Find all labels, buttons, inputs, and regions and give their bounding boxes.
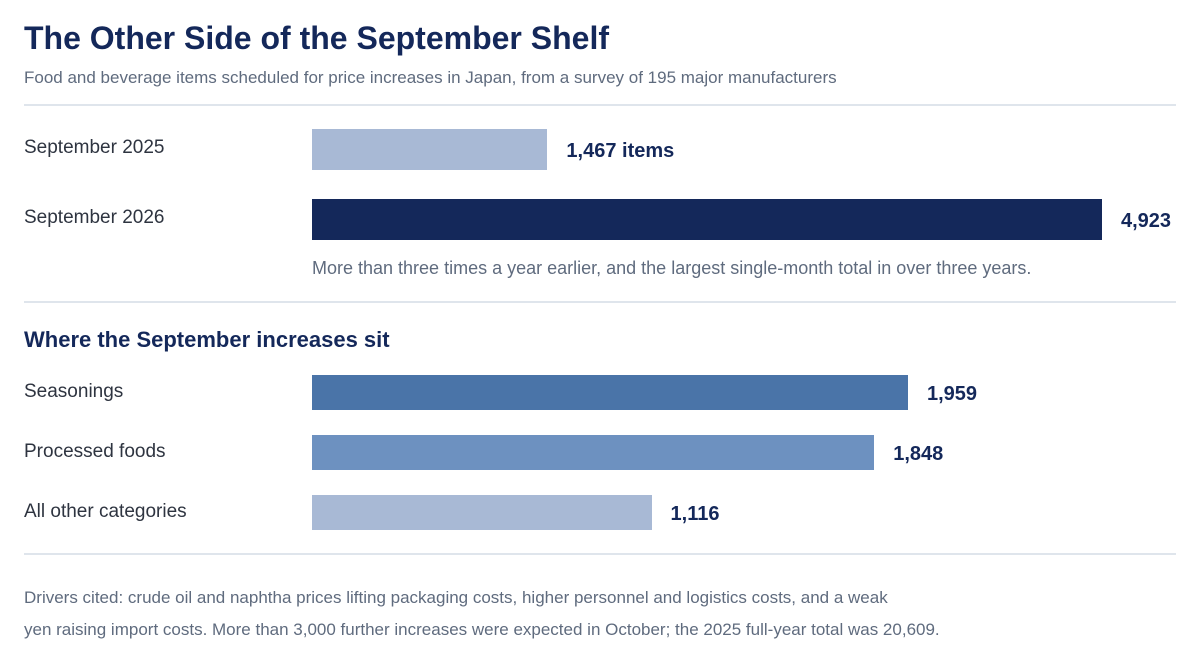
value-label: 1,959 xyxy=(927,383,978,405)
footnote-line: yen raising import costs. More than 3,00… xyxy=(24,620,940,639)
bar-september-2026 xyxy=(312,199,1102,240)
footnote: Drivers cited: crude oil and naphtha pri… xyxy=(24,582,1174,646)
divider-middle xyxy=(24,301,1176,303)
category-label: Processed foods xyxy=(24,441,166,462)
section-title: Where the September increases sit xyxy=(24,327,390,352)
bar-september-2025 xyxy=(312,129,548,170)
value-label: 4,923 xyxy=(1121,210,1172,232)
chart-subtitle: Food and beverage items scheduled for pr… xyxy=(24,68,837,87)
category-label: September 2025 xyxy=(24,137,165,158)
value-label: 1,116 xyxy=(670,503,720,525)
divider-bottom xyxy=(24,553,1176,555)
chart-title: The Other Side of the September Shelf xyxy=(24,20,609,56)
value-label: 1,848 xyxy=(893,443,944,465)
category-label: September 2026 xyxy=(24,207,165,228)
value-label: 1,467 items xyxy=(566,140,675,162)
bar-seasonings xyxy=(312,375,908,410)
chart-annotation: More than three times a year earlier, an… xyxy=(312,258,1032,278)
divider-top xyxy=(24,104,1176,106)
bar-processed-foods xyxy=(312,435,875,470)
category-label: Seasonings xyxy=(24,381,124,402)
footnote-line: Drivers cited: crude oil and naphtha pri… xyxy=(24,588,888,607)
category-label: All other categories xyxy=(24,501,187,522)
bar-all-other-categories xyxy=(312,495,652,530)
